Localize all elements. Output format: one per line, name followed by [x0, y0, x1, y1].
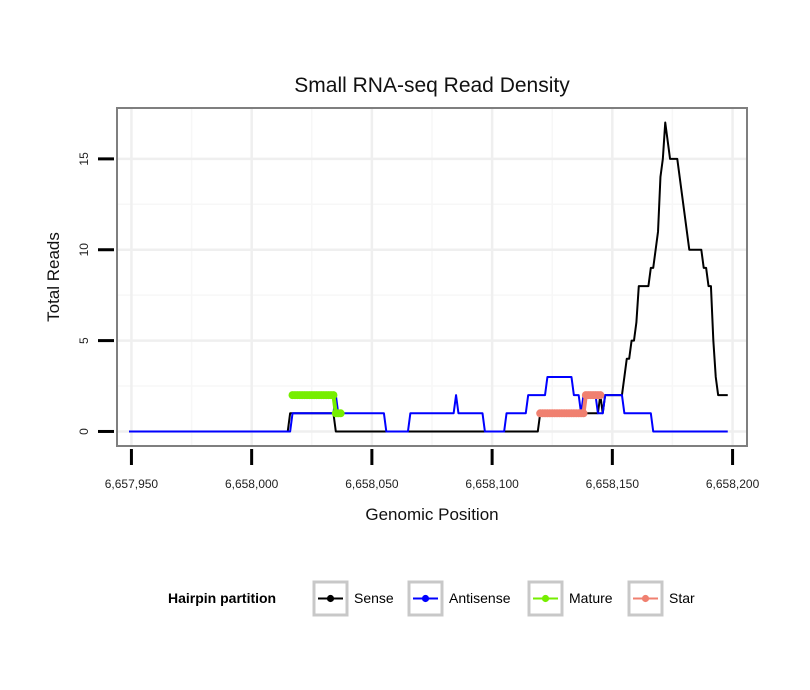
plot-border — [116, 107, 748, 447]
series-layer — [129, 121, 728, 433]
series-star-point — [579, 409, 588, 418]
legend-label: Antisense — [449, 590, 511, 606]
legend-title: Hairpin partition — [168, 590, 276, 606]
x-axis-title: Genomic Position — [365, 505, 498, 524]
legend-item-star: Star — [627, 580, 695, 617]
legend-label: Mature — [569, 590, 613, 606]
series-mature-point — [329, 391, 338, 400]
legend-item-sense: Sense — [312, 580, 394, 617]
y-tick-label: 15 — [77, 152, 91, 166]
x-tick-label: 6,658,050 — [345, 477, 399, 491]
legend-item-mature: Mature — [527, 580, 613, 617]
legend-items: Sense Antisense Mature Star — [312, 580, 695, 617]
series-antisense-line — [129, 375, 728, 433]
x-tick-label: 6,658,200 — [706, 477, 760, 491]
chart-title: Small RNA-seq Read Density — [294, 74, 570, 97]
legend-key-point — [421, 594, 430, 603]
legend: Hairpin partition Sense Antisense Mature St… — [168, 580, 695, 617]
x-tick-label: 6,657,950 — [105, 477, 159, 491]
legend-key-point — [541, 594, 550, 603]
legend-label: Star — [669, 590, 695, 606]
series-mature-point — [336, 409, 345, 418]
x-tick-label: 6,658,150 — [586, 477, 640, 491]
x-axis: 6,657,950 6,658,000 6,658,050 6,658,100 6,65… — [105, 449, 760, 491]
y-axis: 0 5 10 15 — [77, 152, 114, 435]
y-axis-title: Total Reads — [44, 232, 63, 322]
x-tick-label: 6,658,000 — [225, 477, 279, 491]
legend-key-point — [641, 594, 650, 603]
series-star-point — [596, 391, 605, 400]
plot-panel — [116, 107, 748, 447]
x-tick-label: 6,658,100 — [465, 477, 519, 491]
legend-item-antisense: Antisense — [407, 580, 511, 617]
legend-key-point — [326, 594, 335, 603]
y-tick-label: 0 — [77, 428, 91, 435]
legend-label: Sense — [354, 590, 394, 606]
y-tick-label: 5 — [77, 337, 91, 344]
y-tick-label: 10 — [77, 243, 91, 257]
